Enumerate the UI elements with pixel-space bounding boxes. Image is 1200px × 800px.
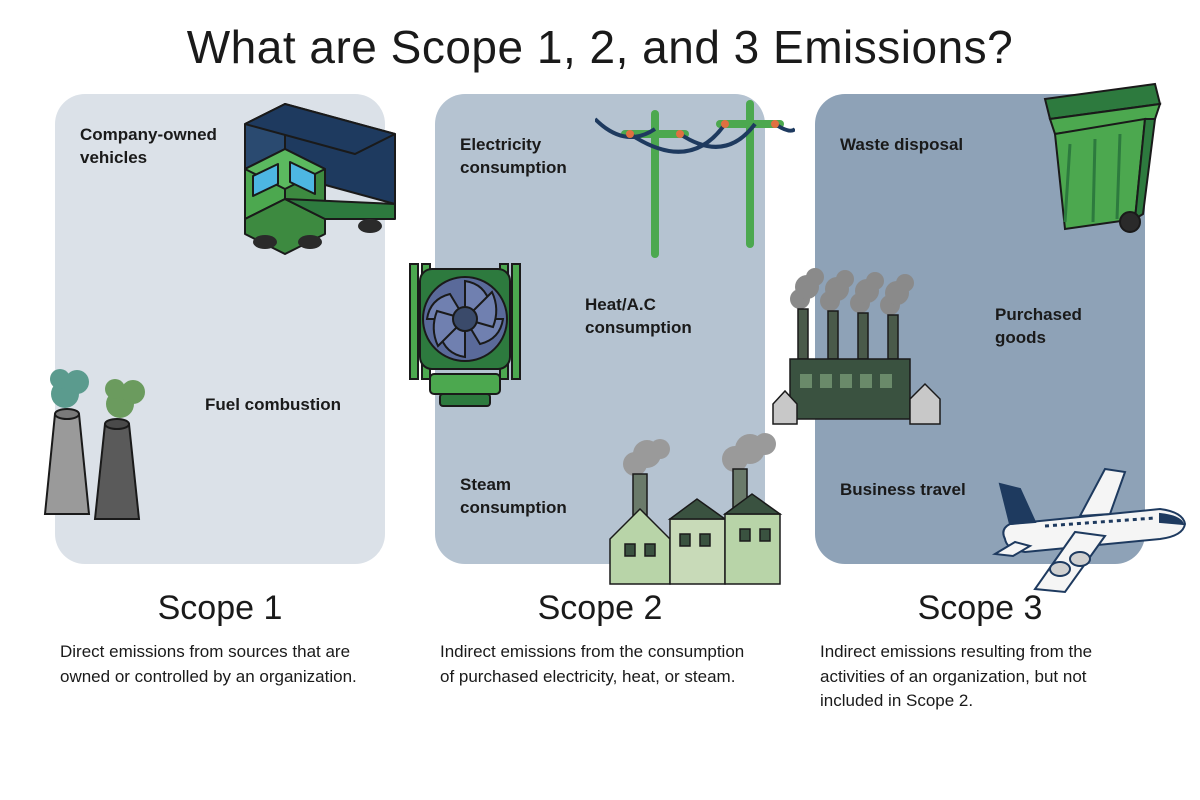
scope3-desc: Indirect emissions resulting from the ac… [815,640,1145,714]
heatsink-fan-icon [385,249,545,419]
label-business-travel: Business travel [840,479,966,502]
scope2-column: Electricity consumption Heat/A.C consump… [435,94,765,714]
dark-factory-icon [765,259,955,439]
scope3-card: Waste disposal Purchased goods Business … [815,94,1145,564]
scope2-card: Electricity consumption Heat/A.C consump… [435,94,765,564]
scope1-column: Company-owned vehicles Fuel combustion [55,94,385,714]
label-fuel-combustion: Fuel combustion [205,394,341,417]
scope1-card: Company-owned vehicles Fuel combustion [55,94,385,564]
truck-icon [215,84,415,264]
airplane-icon [985,454,1195,604]
factory-icon [585,419,795,599]
columns-row: Company-owned vehicles Fuel combustion [0,94,1200,714]
scope2-desc: Indirect emissions from the consumption … [435,640,765,689]
label-waste: Waste disposal [840,134,963,157]
chimney-icon [25,354,195,524]
page-title: What are Scope 1, 2, and 3 Emissions? [0,0,1200,74]
scope1-title: Scope 1 [55,589,385,628]
power-lines-icon [595,79,795,269]
label-company-vehicles: Company-owned vehicles [80,124,220,170]
label-purchased-goods: Purchased goods [995,304,1135,350]
scope3-column: Waste disposal Purchased goods Business … [815,94,1145,714]
waste-bin-icon [1025,64,1175,234]
label-steam: Steam consumption [460,474,600,520]
scope1-desc: Direct emissions from sources that are o… [55,640,385,689]
label-electricity: Electricity consumption [460,134,600,180]
label-heat-ac: Heat/A.C consumption [585,294,725,340]
